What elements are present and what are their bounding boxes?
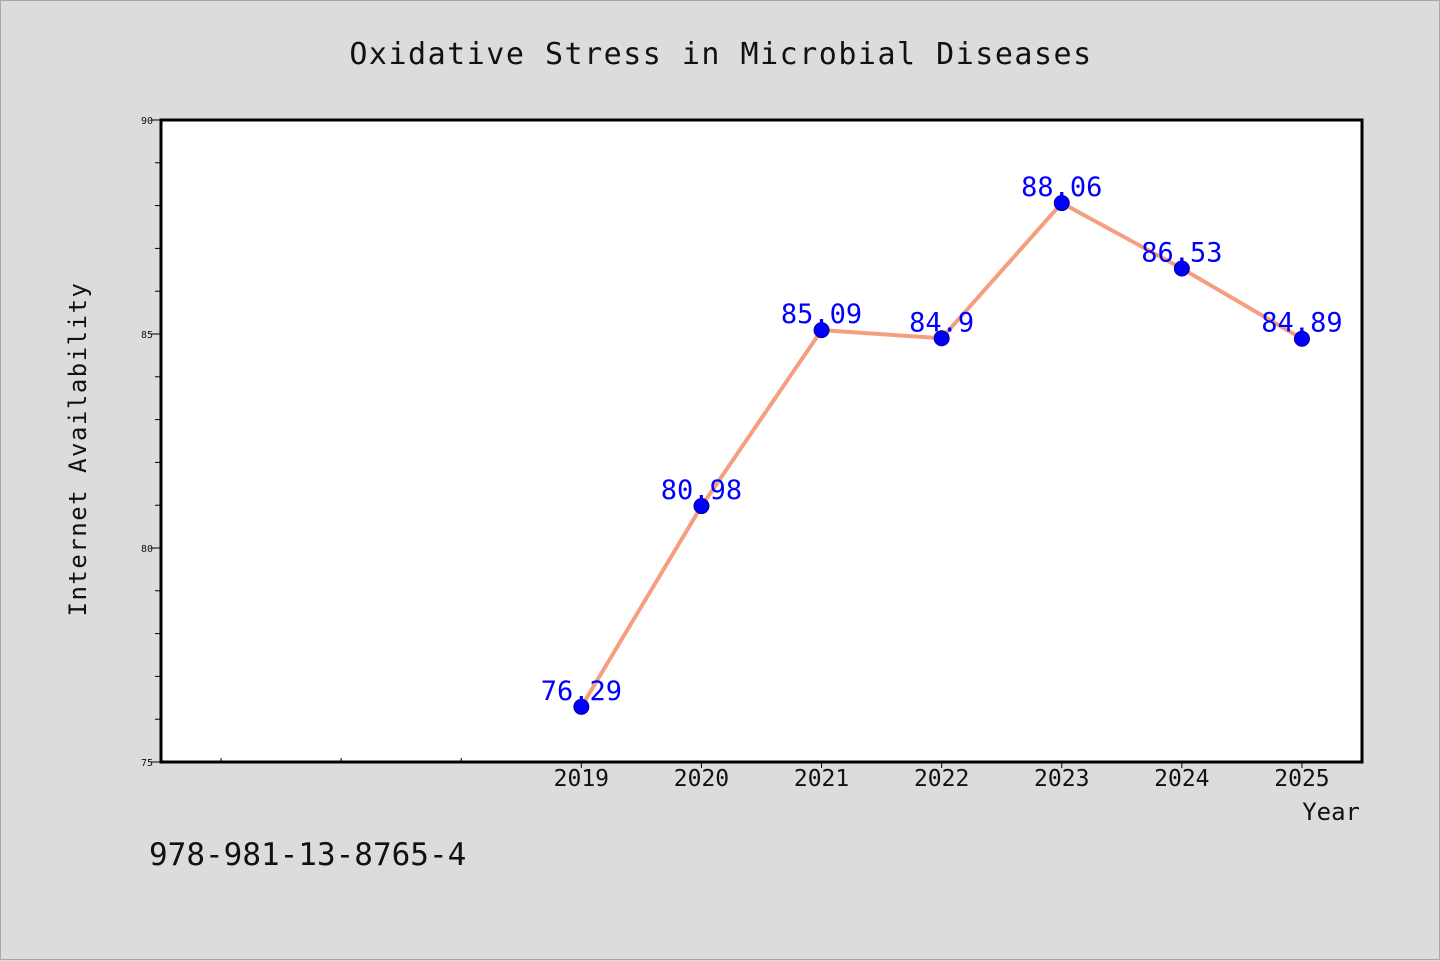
y-tick-label: 90 [141, 116, 153, 127]
chart-title: Oxidative Stress in Microbial Diseases [349, 37, 1092, 72]
data-point [693, 498, 710, 515]
data-point [1173, 260, 1190, 277]
y-tick-label: 80 [141, 544, 153, 555]
x-tick-label: 2023 [1034, 766, 1089, 792]
data-label: 80.98 [661, 475, 742, 506]
x-axis: 2019 2020 2021 2022 2023 2024 2025 [220, 758, 1330, 792]
x-axis-label: Year [1302, 798, 1360, 826]
data-point [1053, 195, 1070, 212]
data-label: 84.9 [909, 307, 974, 338]
y-tick-label: 75 [141, 758, 153, 769]
series-layer [573, 195, 1310, 715]
data-point [813, 322, 830, 339]
x-tick-label: 2019 [554, 766, 609, 792]
data-point [933, 330, 950, 347]
y-tick-label: 85 [141, 330, 153, 341]
x-tick-label: 2025 [1274, 766, 1329, 792]
footer-code: 978-981-13-8765-4 [149, 837, 466, 873]
x-tick-label: 2022 [914, 766, 969, 792]
x-tick-label: 2021 [794, 766, 849, 792]
x-tick-label: 2024 [1154, 766, 1209, 792]
data-point [1293, 330, 1310, 347]
y-axis-label: Internet Availability [64, 282, 92, 617]
data-label: 76.29 [541, 676, 622, 707]
data-label: 86.53 [1141, 238, 1222, 269]
data-label: 84.89 [1261, 308, 1342, 339]
x-tick-label: 2020 [674, 766, 729, 792]
y-axis: 75 80 85 90 [141, 116, 161, 769]
data-point [573, 698, 590, 715]
data-labels: 76.29 80.98 85.09 84.9 88.06 86.53 84.89 [541, 172, 1343, 707]
data-label: 85.09 [781, 299, 862, 330]
data-label: 88.06 [1021, 172, 1102, 203]
plot-area [159, 118, 1364, 764]
